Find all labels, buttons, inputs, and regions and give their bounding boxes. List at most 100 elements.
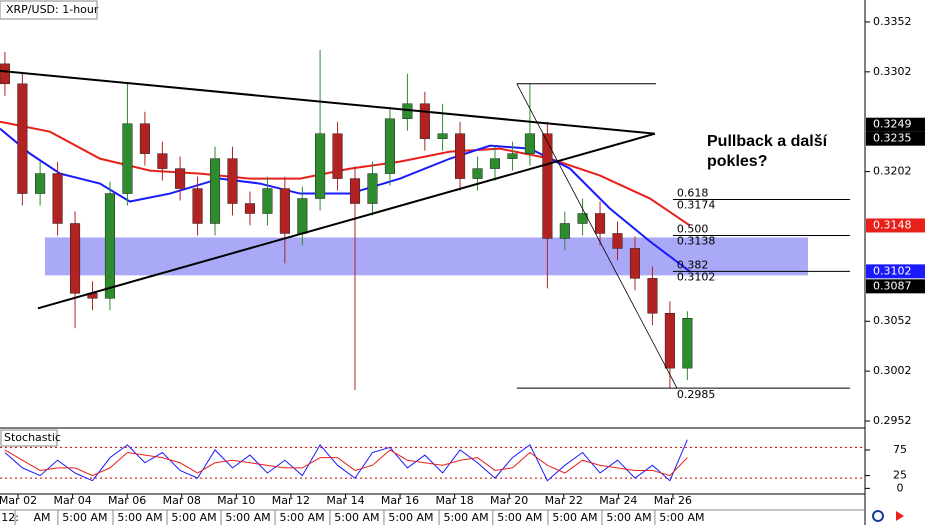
candle-body — [612, 233, 623, 249]
time-tick-label: 5:00 AM — [279, 511, 324, 524]
x-tick-label: Mar 08 — [163, 494, 201, 507]
time-tick-label: 5:00 AM — [388, 511, 433, 524]
candle-body — [69, 223, 81, 294]
candle-body — [0, 63, 10, 85]
time-tick-label: 5:00 AM — [62, 511, 107, 524]
price-tag-label: 0.3087 — [873, 279, 912, 292]
time-tick-label: 5:00 AM — [171, 511, 216, 524]
x-tick-label: Mar 14 — [326, 494, 364, 507]
y-tick-label: 25 — [893, 469, 907, 482]
candle-body — [472, 168, 483, 179]
y-tick-label: 0.3002 — [873, 364, 912, 377]
fib-price: 0.3102 — [677, 270, 716, 283]
fib-price: 0.3138 — [677, 234, 716, 247]
chart-title: XRP/USD: 1-hour — [6, 3, 99, 16]
time-tick-label: 5:00 AM — [117, 511, 162, 524]
candle-body — [489, 158, 501, 169]
candle-body — [244, 203, 256, 214]
x-tick-label: Mar 26 — [654, 494, 692, 507]
x-tick-label: Mar 10 — [217, 494, 255, 507]
candle-body — [175, 168, 186, 189]
price-tag-label: 0.3102 — [873, 264, 912, 277]
candle-body — [157, 153, 168, 169]
time-tick-label: 5:00 AM — [334, 511, 379, 524]
y-tick-label: 0.3352 — [873, 15, 912, 28]
candle-body — [647, 278, 658, 314]
time-tick-label: 12: — [1, 511, 19, 524]
candle-body — [192, 188, 203, 224]
price-tag — [866, 131, 925, 146]
stochastic-line — [4, 449, 688, 477]
candle-body — [542, 133, 553, 239]
fib-price: 0.3174 — [677, 199, 716, 212]
candle-body — [682, 318, 693, 369]
candle-body — [104, 193, 116, 299]
x-tick-label: Mar 12 — [272, 494, 310, 507]
x-tick-label: Mar 24 — [599, 494, 637, 507]
candle-body — [262, 188, 273, 214]
fib-ratio: 0.500 — [677, 222, 709, 235]
fib-ratio: 0.618 — [677, 187, 709, 200]
title-box — [0, 0, 98, 20]
x-tick-label: Mar 04 — [53, 494, 91, 507]
candle-body — [629, 248, 641, 279]
candle-body — [52, 173, 63, 224]
panel-title: Stochastic — [4, 431, 61, 444]
trendline — [0, 69, 655, 135]
x-tick-label: Mar 06 — [108, 494, 146, 507]
time-tick-label: 5:00 AM — [225, 511, 270, 524]
candle-body — [524, 133, 535, 154]
support-zone — [45, 237, 808, 276]
stochastic-line — [4, 439, 688, 482]
annotation: Pullback a další — [707, 133, 828, 150]
candle-body — [17, 83, 28, 194]
candle-body — [227, 158, 238, 204]
time-tick-label: 5:00 AM — [552, 511, 597, 524]
x-tick-label: Mar 18 — [435, 494, 473, 507]
y-tick-label: 0.2952 — [873, 414, 912, 427]
time-tick-label: 5:00 AM — [497, 511, 542, 524]
y-tick-label: 0.3302 — [873, 65, 912, 78]
price-tag — [866, 117, 925, 132]
candle-body — [594, 213, 606, 234]
candle-body — [664, 313, 675, 369]
annotation: pokles? — [707, 153, 767, 170]
candle-body — [139, 123, 150, 154]
fib-label: 0.2985 — [677, 388, 716, 401]
toolbar-icons[interactable] — [872, 510, 904, 522]
fib-diagonal — [516, 83, 678, 389]
y-tick-label: 0 — [897, 481, 904, 494]
candle-body — [507, 153, 518, 159]
x-tick-label: Mar 16 — [381, 494, 419, 507]
trendline — [37, 132, 656, 310]
title-box — [0, 429, 58, 447]
y-tick-label: 0.3052 — [873, 314, 912, 327]
candle-body — [367, 173, 378, 204]
price-tag-label: 0.3249 — [873, 118, 912, 131]
price-tag-label: 0.3148 — [873, 218, 912, 231]
candle-body — [279, 188, 290, 234]
time-tick-label: AM — [34, 511, 51, 524]
x-tick-label: Mar 22 — [545, 494, 583, 507]
price-tag — [866, 279, 925, 294]
moving-average — [0, 120, 691, 227]
time-tick-label: 5:00 AM — [606, 511, 651, 524]
fib-ratio: 0.382 — [677, 258, 709, 271]
icon[interactable] — [872, 510, 884, 522]
price-tag — [866, 264, 925, 279]
candle-body — [122, 123, 133, 194]
candle-body — [35, 173, 46, 194]
icon[interactable] — [896, 511, 904, 521]
candle-body — [419, 103, 430, 139]
candle-body — [437, 133, 448, 139]
time-tick-label: 5:00 AM — [659, 511, 704, 524]
y-tick-label: 75 — [893, 443, 907, 456]
candle-body — [349, 178, 361, 204]
candle-body — [384, 118, 395, 174]
candle-body — [559, 223, 570, 239]
price-tag — [866, 218, 925, 233]
x-tick-label: Mar 02 — [0, 494, 37, 507]
x-tick-label: Mar 20 — [490, 494, 528, 507]
candle-body — [297, 198, 308, 234]
